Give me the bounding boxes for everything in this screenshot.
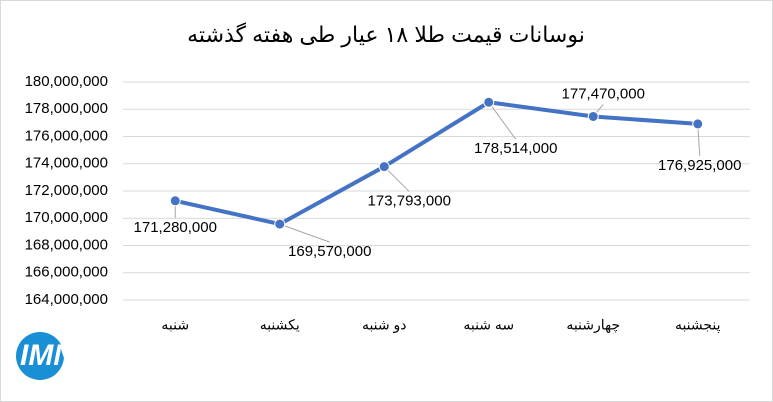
- y-tick-label: 164,000,000: [25, 291, 108, 308]
- marker: [587, 110, 599, 122]
- x-tick-label: سه شنبه: [463, 317, 514, 333]
- y-tick-label: 172,000,000: [25, 182, 108, 199]
- y-tick-label: 166,000,000: [25, 264, 108, 281]
- data-label: 169,570,000: [288, 243, 371, 260]
- marker: [378, 161, 390, 173]
- x-tick-label: چهارشنبه: [566, 317, 620, 334]
- marker: [169, 195, 181, 207]
- marker: [692, 118, 704, 130]
- y-tick-label: 178,000,000: [25, 100, 108, 117]
- data-label: 171,280,000: [134, 219, 217, 236]
- x-tick-label: دو شنبه: [362, 317, 407, 334]
- data-label: 173,793,000: [368, 193, 451, 210]
- marker: [483, 96, 495, 108]
- logo: IMNA: [16, 332, 97, 380]
- x-tick-label: پنجشنبه: [675, 317, 721, 334]
- leader-line: [383, 166, 410, 192]
- y-tick-label: 180,000,000: [25, 73, 108, 90]
- y-tick-label: 170,000,000: [25, 209, 108, 226]
- y-tick-label: 176,000,000: [25, 127, 108, 144]
- x-tick-label: یکشنبه: [260, 317, 300, 333]
- line: [174, 100, 698, 227]
- y-tick-label: 168,000,000: [25, 236, 108, 253]
- logo-text: IMNA: [20, 339, 97, 372]
- logo-circle: [16, 332, 64, 380]
- leader-line: [488, 101, 517, 140]
- leader-line: [279, 223, 330, 243]
- chart-title: نوسانات قیمت طلا ۱۸ عیار طی هفته گذشته: [187, 22, 585, 47]
- data-label: 177,470,000: [562, 85, 645, 102]
- y-tick-label: 174,000,000: [25, 155, 108, 172]
- x-tick-label: شنبه: [161, 317, 189, 333]
- data-label: 176,925,000: [658, 157, 741, 174]
- data-label: 178,514,000: [474, 140, 557, 157]
- marker: [274, 218, 286, 230]
